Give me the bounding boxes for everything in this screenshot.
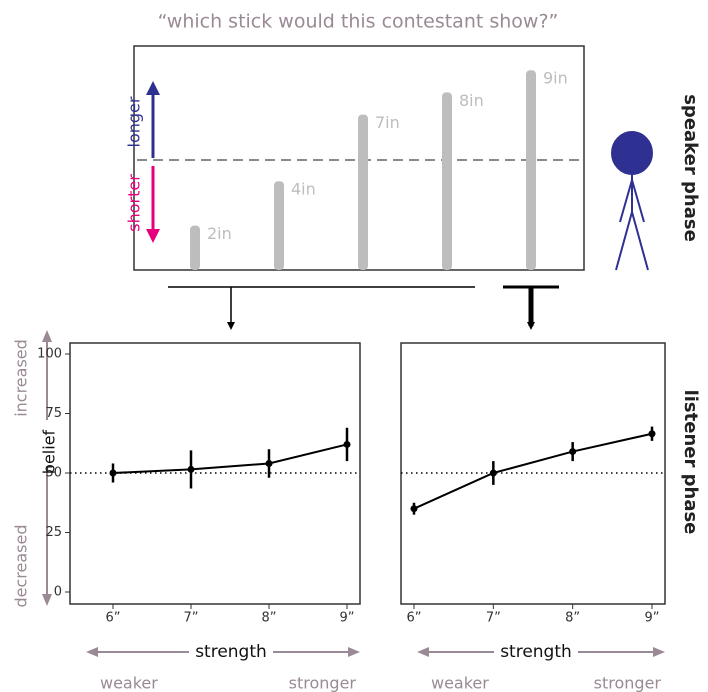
plot-frame — [400, 342, 666, 605]
stick — [190, 225, 200, 270]
point — [109, 469, 117, 477]
decreased-label: decreased — [12, 524, 31, 607]
stick-label: 4in — [291, 180, 316, 199]
point — [265, 459, 273, 467]
stick — [526, 70, 536, 270]
x-axis-label: strength — [500, 642, 572, 662]
weaker-label: weaker — [100, 674, 158, 692]
x-tick-label: 8” — [261, 611, 276, 626]
speaker-phase: speaker phase — [680, 94, 701, 242]
x-tick-label: 7” — [486, 611, 501, 626]
stick — [358, 114, 368, 270]
increased-label: increased — [12, 339, 31, 417]
speaker-panel — [133, 45, 585, 271]
y-tick-label: 25 — [45, 525, 62, 540]
weaker-label: weaker — [431, 674, 489, 692]
shorter-label: shorter — [125, 174, 144, 232]
point — [489, 469, 497, 477]
line — [112, 443, 348, 474]
stick-label: 2in — [207, 224, 232, 243]
y-tick-label: 50 — [45, 466, 62, 481]
x-tick-label: 8” — [565, 611, 580, 626]
x-axis-label: strength — [195, 642, 267, 662]
point — [569, 448, 577, 456]
y-tick-label: 75 — [45, 406, 62, 421]
longer-label: longer — [125, 96, 144, 147]
x-tick-label: 6” — [406, 611, 421, 626]
stronger-label: stronger — [594, 674, 662, 692]
x-tick-label: 9” — [339, 611, 354, 626]
point — [648, 430, 656, 438]
y-tick-label: 0 — [54, 585, 62, 600]
x-tick-label: 9” — [644, 611, 659, 626]
x-tick-label: 7” — [183, 611, 198, 626]
line — [413, 432, 653, 510]
stick — [274, 181, 284, 270]
stick-figure — [611, 131, 653, 271]
point — [410, 505, 418, 513]
x-tick-label: 6” — [105, 611, 120, 626]
stronger-label: stronger — [289, 674, 357, 692]
stick-label: 8in — [459, 91, 484, 110]
listener-phase: listener phase — [680, 390, 701, 535]
point — [187, 465, 195, 473]
stick-label: 7in — [375, 113, 400, 132]
y-tick-label: 100 — [37, 347, 62, 362]
y-axis-label: belief — [40, 429, 59, 474]
stick-label: 9in — [543, 69, 568, 88]
point — [343, 440, 351, 448]
stick — [442, 92, 452, 271]
title: “which stick would this contestant show?… — [158, 11, 559, 33]
